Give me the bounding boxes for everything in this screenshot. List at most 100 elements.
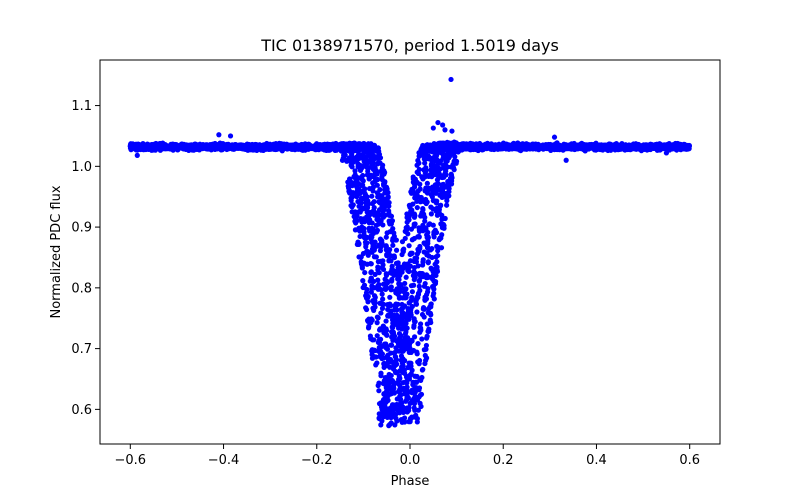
data-point <box>415 291 422 298</box>
data-point <box>246 144 252 150</box>
data-point <box>402 358 408 364</box>
data-point <box>370 184 376 190</box>
data-point <box>386 212 392 218</box>
data-point <box>368 289 374 295</box>
data-point <box>423 167 429 173</box>
data-point <box>432 144 438 150</box>
data-point <box>417 181 423 187</box>
data-point <box>414 204 420 211</box>
data-point <box>411 390 418 396</box>
data-point <box>394 307 400 313</box>
data-point <box>414 309 420 315</box>
data-point <box>322 145 329 151</box>
data-point <box>388 270 394 276</box>
data-point <box>623 142 629 148</box>
data-point <box>515 143 522 149</box>
data-point <box>422 174 428 180</box>
outlier-point <box>448 76 454 83</box>
x-axis-label: Phase <box>391 474 430 489</box>
data-point <box>235 143 241 150</box>
data-point <box>378 422 384 428</box>
data-point <box>311 145 318 151</box>
data-point <box>608 142 615 148</box>
data-point <box>412 319 418 325</box>
data-point <box>369 283 375 289</box>
data-point <box>660 144 666 150</box>
data-point <box>420 228 426 234</box>
data-point <box>370 305 376 311</box>
data-point <box>425 229 431 236</box>
data-point <box>412 195 418 201</box>
y-tick-label: 0.6 <box>71 403 92 418</box>
data-point <box>420 257 426 263</box>
data-point <box>390 242 396 248</box>
data-point <box>395 301 401 307</box>
data-point <box>157 141 164 148</box>
data-point <box>359 206 365 213</box>
data-point <box>388 420 394 426</box>
data-point <box>440 221 447 228</box>
data-point <box>385 406 391 412</box>
data-point <box>395 322 402 329</box>
data-point <box>432 227 438 233</box>
data-point <box>408 251 414 257</box>
data-point <box>360 278 366 284</box>
data-point <box>267 145 273 152</box>
data-point <box>425 285 431 292</box>
y-axis-label: Normalized PDC flux <box>49 185 64 318</box>
data-point <box>364 295 371 301</box>
y-tick-label: 0.8 <box>71 281 92 296</box>
data-point <box>435 248 441 254</box>
data-point <box>442 170 448 176</box>
data-point <box>397 407 403 413</box>
data-point <box>396 330 403 337</box>
data-point <box>377 300 383 306</box>
data-point <box>413 299 419 305</box>
data-point <box>368 319 374 326</box>
data-point <box>364 205 371 211</box>
data-point <box>386 381 392 387</box>
data-point <box>200 142 206 148</box>
data-point <box>352 218 358 224</box>
data-point <box>420 306 426 312</box>
data-point <box>296 142 302 148</box>
data-point <box>381 168 387 174</box>
x-tick-label: −0.2 <box>301 453 333 468</box>
y-tick-label: 0.9 <box>71 221 92 236</box>
data-point <box>365 249 371 255</box>
data-point <box>374 320 380 326</box>
data-point <box>426 147 432 154</box>
data-point <box>128 144 134 150</box>
data-point <box>383 318 389 324</box>
data-point <box>303 146 310 152</box>
data-point <box>383 244 389 250</box>
data-point <box>422 352 428 359</box>
data-point <box>415 188 421 194</box>
data-point <box>587 143 593 149</box>
data-point <box>370 208 377 214</box>
data-point <box>393 247 400 253</box>
data-point <box>375 221 382 227</box>
data-point <box>429 184 436 190</box>
data-point <box>360 172 366 179</box>
data-point <box>367 333 373 339</box>
data-point <box>425 238 431 244</box>
data-point <box>399 239 406 245</box>
data-point <box>404 393 410 399</box>
data-point <box>380 222 386 228</box>
data-point <box>386 373 392 379</box>
data-point <box>401 415 408 421</box>
data-point <box>424 252 430 258</box>
data-point <box>431 231 437 238</box>
data-point <box>364 234 370 241</box>
data-point <box>358 215 364 222</box>
data-point <box>436 173 442 180</box>
data-point <box>379 291 385 297</box>
data-point <box>354 188 360 194</box>
data-point <box>411 214 418 220</box>
data-point <box>376 282 382 288</box>
data-point <box>420 366 426 373</box>
data-point <box>414 419 420 425</box>
data-point <box>404 336 410 342</box>
data-point <box>378 310 384 316</box>
